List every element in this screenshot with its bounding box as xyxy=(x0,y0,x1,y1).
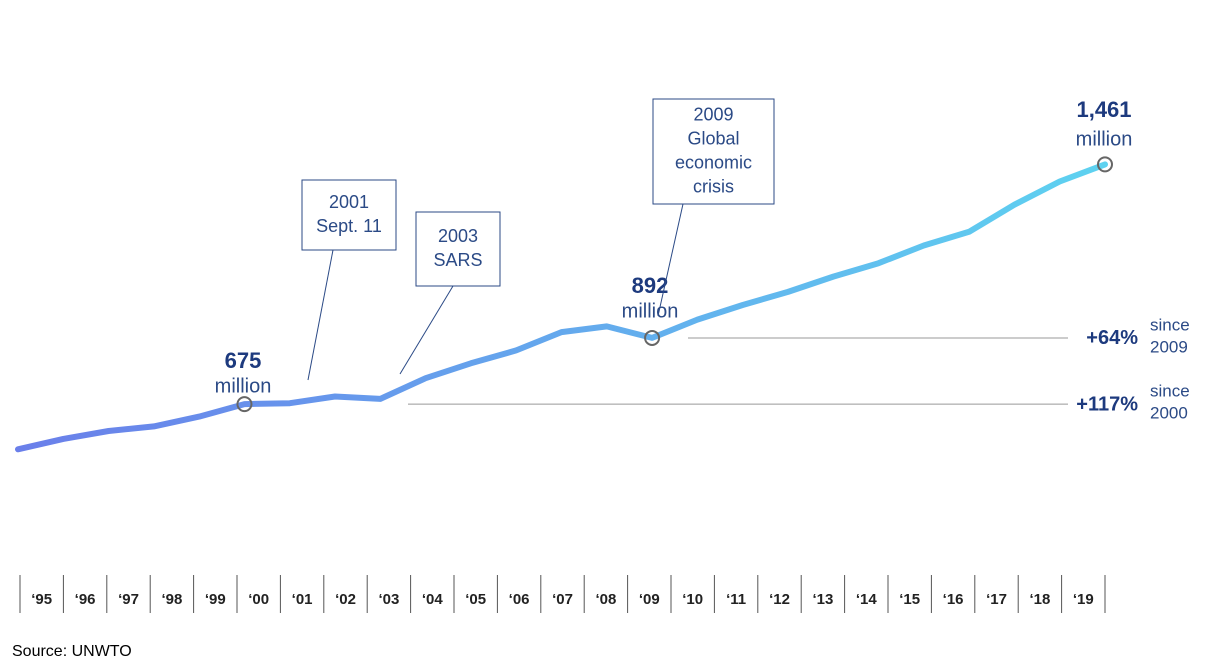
x-tick-label: ‘04 xyxy=(422,591,444,608)
growth-label: +64% xyxy=(1086,327,1138,349)
callout-text: 2001 xyxy=(329,192,369,212)
callout-text: 2009 xyxy=(693,104,733,124)
data-line xyxy=(15,161,1108,453)
x-tick-label: ‘00 xyxy=(248,591,269,608)
x-tick-label: ‘12 xyxy=(769,591,790,608)
x-tick-label: ‘03 xyxy=(378,591,399,608)
callout-line xyxy=(399,285,454,375)
x-tick-label: ‘17 xyxy=(986,591,1007,608)
x-tick-label: ‘95 xyxy=(31,591,52,608)
x-tick-label: ‘09 xyxy=(639,591,660,608)
callout-box xyxy=(301,179,397,251)
highlight-point xyxy=(1097,156,1113,173)
callout-box xyxy=(652,98,775,205)
value-unit: million xyxy=(622,300,679,322)
highlight-point xyxy=(644,329,661,346)
x-tick-label: ‘13 xyxy=(812,591,833,608)
growth-note: since xyxy=(1150,382,1190,401)
highlight-point xyxy=(236,396,253,413)
x-tick-label: ‘18 xyxy=(1029,591,1050,608)
x-tick-label: ‘08 xyxy=(595,591,616,608)
value-label: 1,461 xyxy=(1076,97,1131,122)
x-tick-label: ‘07 xyxy=(552,591,573,608)
growth-note: 2009 xyxy=(1150,337,1188,356)
x-tick-label: ‘15 xyxy=(899,591,920,608)
callout-box xyxy=(415,211,501,287)
source: Source: UNWTO xyxy=(12,643,132,660)
x-tick-label: ‘11 xyxy=(726,591,746,608)
callout-line xyxy=(307,249,334,381)
x-tick-label: ‘02 xyxy=(335,591,356,608)
growth-label: +117% xyxy=(1076,393,1138,415)
x-tick-label: ‘16 xyxy=(943,591,964,608)
value-unit: million xyxy=(215,375,272,397)
growth-note: 2000 xyxy=(1150,404,1188,423)
x-tick-label: ‘98 xyxy=(161,591,182,608)
x-tick-label: ‘14 xyxy=(856,591,878,608)
value-label: 675 xyxy=(225,348,262,373)
callout-text: economic xyxy=(675,152,752,172)
callout-text: 2003 xyxy=(438,226,478,246)
callout-text: Sept. 11 xyxy=(316,216,382,236)
callout-text: Global xyxy=(687,128,739,148)
x-tick-label: ‘10 xyxy=(682,591,703,608)
value-unit: million xyxy=(1076,128,1133,150)
x-tick-label: ‘06 xyxy=(509,591,530,608)
x-tick-label: ‘97 xyxy=(118,591,139,608)
callout-line xyxy=(657,203,684,317)
callout-text: SARS xyxy=(433,250,482,270)
x-tick-label: ‘01 xyxy=(292,591,313,608)
x-tick-label: ‘96 xyxy=(75,591,96,608)
callout-text: crisis xyxy=(693,176,734,196)
x-tick-label: ‘05 xyxy=(465,591,486,608)
growth-note: since xyxy=(1150,315,1190,334)
x-tick-label: ‘19 xyxy=(1073,591,1094,608)
value-label: 892 xyxy=(632,273,669,298)
x-tick-label: ‘99 xyxy=(205,591,226,608)
